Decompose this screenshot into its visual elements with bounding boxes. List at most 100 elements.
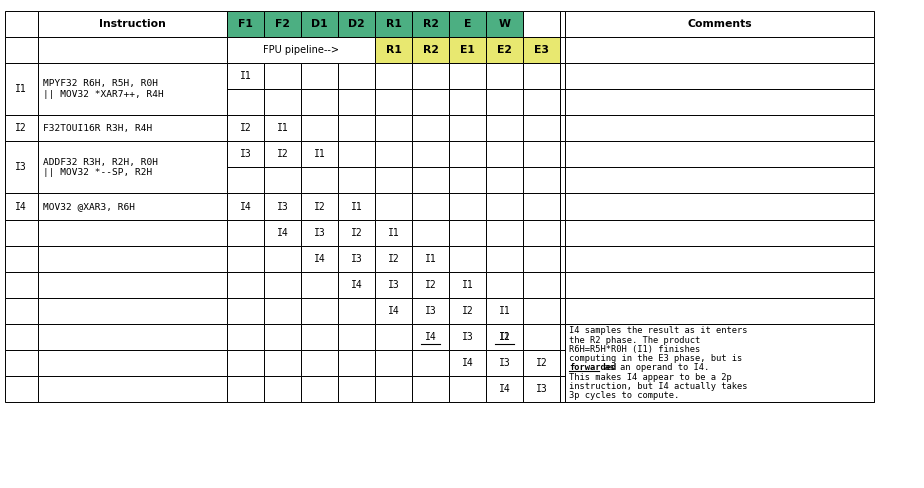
Text: I2: I2 [16,123,27,133]
Bar [560,63,565,89]
Bar [449,142,486,167]
Text: I1: I1 [16,84,27,94]
Bar [338,245,375,272]
Bar [5,167,38,193]
Bar [375,298,412,324]
Bar [5,272,38,298]
Bar [301,11,338,37]
Bar [560,37,565,63]
Bar [5,142,38,167]
Bar [301,272,338,298]
Bar [5,245,38,272]
Bar [449,324,486,350]
Bar [486,298,523,324]
Bar [412,37,449,63]
Bar [560,89,565,115]
Text: I3: I3 [462,332,473,342]
Bar [560,142,565,167]
Bar [412,324,449,350]
Bar [227,245,264,272]
Bar [38,220,227,245]
Bar [227,89,264,115]
Bar [449,350,486,376]
Bar [227,63,264,89]
Text: F32TOUI16R R3H, R4H: F32TOUI16R R3H, R4H [43,124,152,133]
Bar [412,167,449,193]
Bar [412,11,449,37]
Bar [301,376,338,402]
Bar [38,324,227,350]
Text: I2: I2 [240,123,251,133]
Bar [264,63,301,89]
Text: the R2 phase. The product: the R2 phase. The product [569,336,700,345]
Bar [301,115,338,142]
Bar [449,115,486,142]
Bar [301,89,338,115]
Bar [227,11,264,37]
Bar [5,115,38,142]
Text: I4: I4 [351,280,362,290]
Bar [5,142,38,193]
Bar [412,193,449,220]
Text: I4: I4 [499,385,510,394]
Bar [560,11,565,37]
Bar [38,193,227,220]
Bar [375,63,412,89]
Bar [338,272,375,298]
Bar [264,350,301,376]
Bar [338,63,375,89]
Bar [301,350,338,376]
Bar [38,272,227,298]
Bar [565,167,874,193]
Bar [560,376,565,402]
Text: I1: I1 [351,202,362,211]
Text: E3: E3 [534,45,549,55]
Text: R1: R1 [385,45,402,55]
Bar [38,142,227,193]
Bar [301,193,338,220]
Bar [523,142,560,167]
Text: E: E [464,19,471,29]
Text: I1: I1 [462,280,473,290]
Bar [486,245,523,272]
Bar [38,63,227,89]
Bar [227,193,264,220]
Text: 3p cycles to compute.: 3p cycles to compute. [569,391,679,400]
Bar [227,350,264,376]
Text: ADDF32 R3H, R2H, R0H
|| MOV32 *--SP, R2H: ADDF32 R3H, R2H, R0H || MOV32 *--SP, R2H [43,158,157,177]
Bar [412,272,449,298]
Bar [486,220,523,245]
Bar [565,89,874,115]
Text: D1: D1 [311,19,328,29]
Bar [264,272,301,298]
Bar [5,220,38,245]
Bar [560,272,565,298]
Bar [560,245,565,272]
Bar [412,350,449,376]
Text: I1: I1 [277,123,288,133]
Bar [227,298,264,324]
Bar [338,142,375,167]
Bar [565,350,874,376]
Bar [38,376,227,402]
Bar [449,37,486,63]
Text: I4: I4 [314,254,325,264]
Text: I2: I2 [351,228,362,238]
Bar [523,272,560,298]
Text: F1: F1 [238,19,253,29]
Text: R6H=R5H*R0H (I1) finishes: R6H=R5H*R0H (I1) finishes [569,345,700,354]
Text: E2: E2 [497,45,512,55]
Bar [565,193,874,220]
Text: MPYF32 R6H, R5H, R0H
|| MOV32 *XAR7++, R4H: MPYF32 R6H, R5H, R0H || MOV32 *XAR7++, R… [43,80,164,99]
Text: I3: I3 [425,306,436,316]
Bar [523,376,560,402]
Bar [5,376,38,402]
Bar [449,167,486,193]
Bar [264,298,301,324]
Bar [449,63,486,89]
Bar [5,37,38,63]
Bar [5,89,38,115]
Text: I3: I3 [16,163,27,172]
Bar [38,37,227,63]
Bar [38,142,227,167]
